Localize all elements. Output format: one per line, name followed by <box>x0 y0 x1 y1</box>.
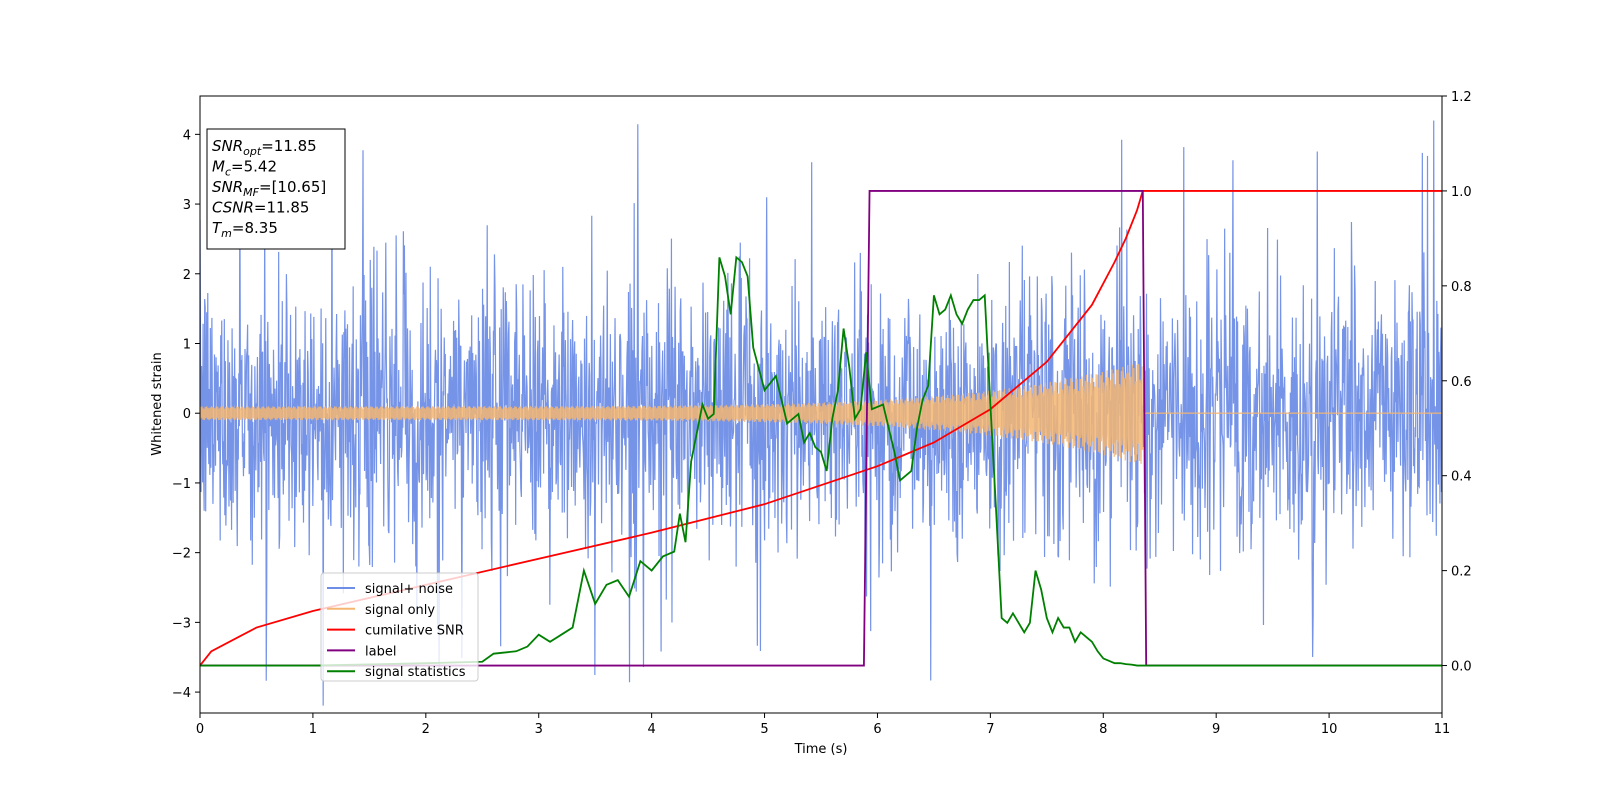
y-axis-title: Whitened strain <box>150 352 165 455</box>
legend-label: label <box>365 644 396 659</box>
series-signal-statistics <box>200 255 1442 667</box>
info-box-frame <box>206 128 346 250</box>
series-signal-only <box>200 364 1442 464</box>
plot-series-layer <box>200 120 1442 706</box>
y-axis-right: 1.2 1.0 0.8 0.6 0.4 0.2 0.0 <box>1442 90 1472 675</box>
x-tick-label: 3 <box>535 722 543 737</box>
x-tick-label: 4 <box>647 722 655 737</box>
x-tick-label: 6 <box>873 722 881 737</box>
legend-label: signal statistics <box>365 665 466 680</box>
y-axis-left: 4 3 2 1 0 −1 −2 −3 −4 <box>172 128 200 701</box>
x-tick-label: 5 <box>760 722 768 737</box>
legend-label: cumilative SNR <box>365 624 464 639</box>
y2-tick-label: 1.0 <box>1451 185 1472 200</box>
x-tick-label: 11 <box>1434 722 1451 737</box>
x-tick-label: 8 <box>1099 722 1107 737</box>
y-tick-label: −1 <box>172 477 191 492</box>
y-tick-label: −3 <box>172 616 191 631</box>
info-box: SNRopt=11.85Mc=5.42SNRMF=[10.65]CSNR=11.… <box>206 128 346 250</box>
y-tick-label: 4 <box>183 128 191 143</box>
info-line: CSNR=11.85 <box>212 199 309 217</box>
info-line: Mc=5.42 <box>212 158 277 179</box>
x-axis-title: Time (s) <box>794 742 848 757</box>
y-tick-label: −4 <box>172 686 191 701</box>
y-tick-label: 0 <box>183 407 191 422</box>
y-tick-label: 2 <box>183 268 191 283</box>
legend: signal+ noise signal only cumilative SNR la… <box>320 572 479 682</box>
legend-label: signal+ noise <box>365 582 453 597</box>
series-cumilative-snr <box>200 190 1442 667</box>
y-tick-label: −2 <box>172 547 191 562</box>
x-tick-label: 2 <box>422 722 430 737</box>
x-tick-label: 0 <box>196 722 204 737</box>
legend-frame <box>320 572 479 682</box>
x-tick-label: 10 <box>1321 722 1338 737</box>
y2-tick-label: 0.2 <box>1451 565 1472 580</box>
x-tick-label: 1 <box>309 722 317 737</box>
info-line: SNRMF=[10.65] <box>212 178 326 199</box>
x-tick-label: 9 <box>1212 722 1220 737</box>
x-axis: 0 1 2 3 4 5 6 7 8 9 10 11 <box>196 713 1450 737</box>
y2-tick-label: 0.8 <box>1451 280 1472 295</box>
y-tick-label: 1 <box>183 337 191 352</box>
info-line: Tm=8.35 <box>212 219 278 240</box>
x-tick-label: 7 <box>986 722 994 737</box>
legend-label: signal only <box>365 603 435 618</box>
y2-tick-label: 0.0 <box>1451 660 1472 675</box>
info-line: SNRopt=11.85 <box>212 137 317 158</box>
y2-tick-label: 0.4 <box>1451 470 1472 485</box>
y2-tick-label: 1.2 <box>1451 90 1472 105</box>
y-tick-label: 3 <box>183 198 191 213</box>
plot-frame <box>199 95 1443 714</box>
y2-tick-label: 0.6 <box>1451 375 1472 390</box>
